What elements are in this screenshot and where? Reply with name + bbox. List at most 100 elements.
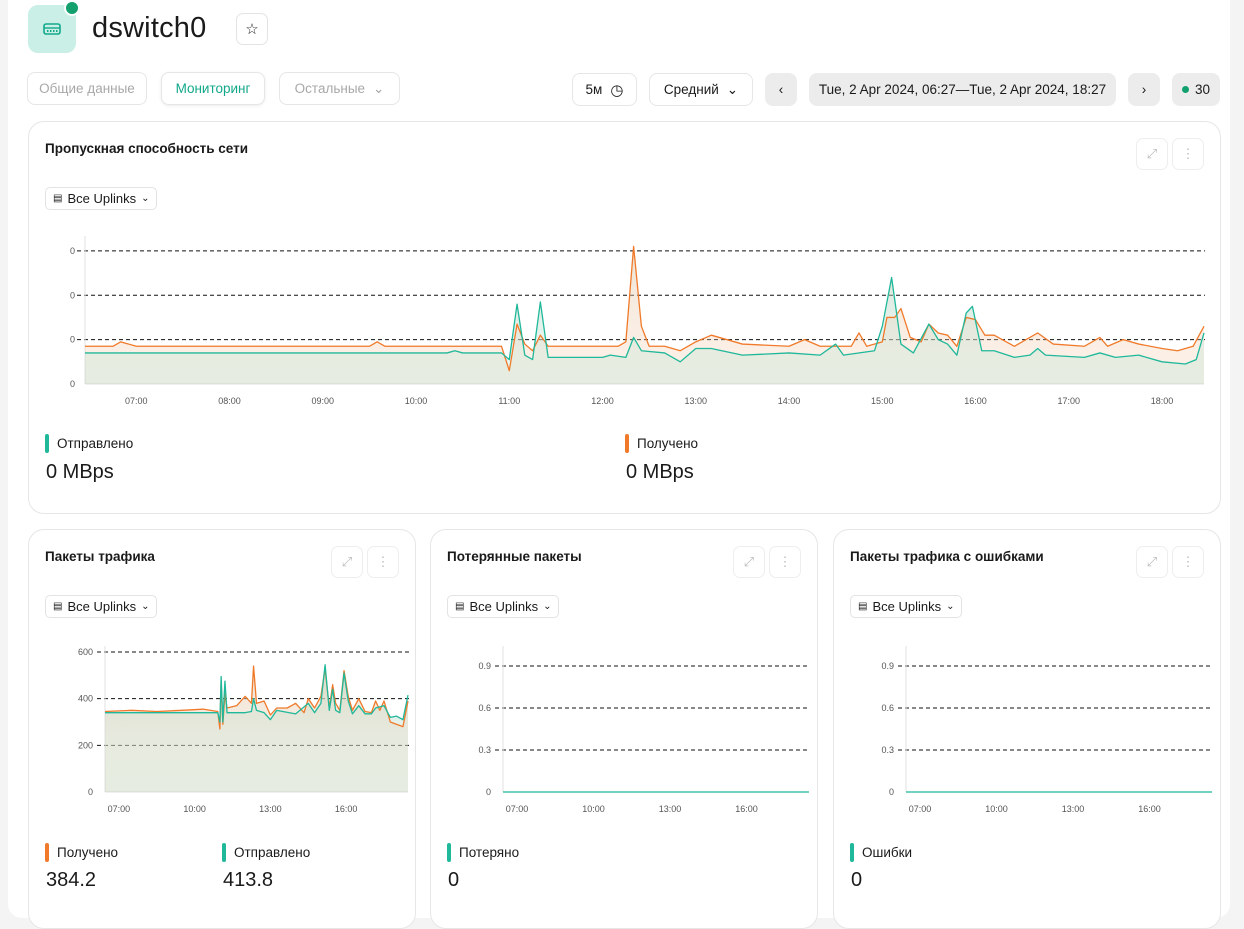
y-tick-label: 0 <box>486 787 491 797</box>
prev-range-button[interactable]: ‹ <box>765 73 797 106</box>
series-line-1 <box>105 664 409 723</box>
chevron-down-icon: ⌄ <box>141 601 150 612</box>
lost-packets-chart: 0 0.3 0.6 0.9 07:00 10:00 13:00 16:00 <box>478 646 810 814</box>
throughput-chart: 0 0 0 0 07:00 08:00 09:00 10:00 11:00 12:00 13:00 1… <box>70 236 1205 406</box>
x-tick-label: 16:00 <box>335 804 358 814</box>
legend-label: Отправлено <box>234 845 311 860</box>
favorite-button[interactable]: ☆ <box>236 13 268 45</box>
y-tick-label: 0.3 <box>478 745 491 755</box>
y-tick-label: 0.6 <box>881 703 894 713</box>
tab-label: Остальные <box>294 81 366 96</box>
legend-received: Получено <box>45 843 118 862</box>
page: dswitch0 ☆ Общие данные Мониторинг Остал… <box>8 0 1230 929</box>
errors-value: 0 <box>851 869 863 891</box>
received-value: 0 MBps <box>626 461 694 483</box>
date-range-label: Tue, 2 Apr 2024, 06:27—Tue, 2 Apr 2024, … <box>818 82 1107 97</box>
uplink-icon: ▤ <box>455 601 465 612</box>
more-button[interactable]: ⋮ <box>1172 546 1204 578</box>
filter-label: Все Uplinks <box>67 191 137 206</box>
x-tick-label: 16:00 <box>735 804 758 814</box>
legend-label: Потеряно <box>459 845 520 860</box>
tab-label: Мониторинг <box>175 81 251 96</box>
expand-button[interactable]: ⤢ <box>1136 546 1168 578</box>
legend-label: Ошибки <box>862 845 913 860</box>
x-tick-label: 13:00 <box>659 804 682 814</box>
chevron-down-icon: ⌄ <box>946 601 955 612</box>
x-tick-label: 13:00 <box>259 804 282 814</box>
panel-title: Пакеты трафика с ошибками <box>850 549 1044 564</box>
more-button[interactable]: ⋮ <box>367 546 399 578</box>
x-tick-label: 11:00 <box>498 396 520 406</box>
tab-general[interactable]: Общие данные <box>27 72 147 105</box>
uplinks-filter[interactable]: ▤ Все Uplinks ⌄ <box>45 595 158 618</box>
x-tick-label: 07:00 <box>125 396 148 406</box>
expand-icon: ⤢ <box>341 554 353 569</box>
series-gradient-1 <box>105 664 408 792</box>
legend-sent: Отправлено <box>222 843 310 862</box>
expand-button[interactable]: ⤢ <box>1136 138 1168 170</box>
uplinks-filter[interactable]: ▤ Все Uplinks ⌄ <box>850 595 963 618</box>
interval-label: 5м <box>585 82 603 97</box>
y-tick-label: 0 <box>70 379 75 389</box>
more-vertical-icon: ⋮ <box>1181 554 1195 569</box>
lost-value: 0 <box>448 869 460 891</box>
chevron-down-icon: ⌄ <box>726 81 739 97</box>
uplink-icon: ▤ <box>53 601 63 612</box>
legend-label: Получено <box>57 845 119 860</box>
uplink-icon: ▤ <box>858 601 868 612</box>
tab-other[interactable]: Остальные ⌄ <box>279 72 400 105</box>
chevron-right-icon: › <box>1141 82 1147 97</box>
x-tick-label: 07:00 <box>506 804 529 814</box>
expand-button[interactable]: ⤢ <box>331 546 363 578</box>
legend-received: Получено <box>625 434 698 453</box>
expand-icon: ⤢ <box>743 554 755 569</box>
y-tick-label: 0.6 <box>478 703 491 713</box>
chevron-down-icon: ⌄ <box>373 80 385 96</box>
expand-icon: ⤢ <box>1146 146 1158 161</box>
y-tick-label: 0 <box>70 335 75 345</box>
lost-packets-panel: Потерянные пакеты ⤢ ⋮ ▤ Все Uplinks ⌄ 0 0.3… <box>430 529 818 929</box>
x-tick-label: 16:00 <box>1138 804 1161 814</box>
x-tick-label: 15:00 <box>871 396 894 406</box>
network-switch-icon <box>43 23 61 35</box>
interval-button[interactable]: 5м ◷ <box>572 73 637 106</box>
chevron-left-icon: ‹ <box>778 82 784 97</box>
date-range-picker[interactable]: Tue, 2 Apr 2024, 06:27—Tue, 2 Apr 2024, … <box>809 73 1116 106</box>
panel-title: Пропускная способность сети <box>45 141 249 156</box>
refresh-button[interactable]: 30 <box>1172 73 1220 106</box>
series-line-0 <box>85 245 1205 372</box>
sent-value: 0 MBps <box>46 461 114 483</box>
legend-label: Получено <box>637 436 699 451</box>
legend-lost: Потеряно <box>447 843 519 862</box>
aggregation-select[interactable]: Средний ⌄ <box>649 73 753 106</box>
x-tick-label: 10:00 <box>582 804 605 814</box>
next-range-button[interactable]: › <box>1128 73 1160 106</box>
x-tick-label: 10:00 <box>405 396 428 406</box>
x-tick-label: 14:00 <box>778 396 801 406</box>
error-packets-panel: Пакеты трафика с ошибками ⤢ ⋮ ▤ Все Uplin… <box>833 529 1221 929</box>
x-tick-label: 17:00 <box>1058 396 1081 406</box>
y-tick-label: 0.9 <box>478 661 491 671</box>
x-tick-label: 18:00 <box>1151 396 1174 406</box>
tab-label: Общие данные <box>39 81 135 96</box>
x-tick-label: 16:00 <box>964 396 987 406</box>
status-indicator <box>64 0 80 16</box>
more-vertical-icon: ⋮ <box>376 554 390 569</box>
x-tick-label: 08:00 <box>218 396 241 406</box>
tab-monitoring[interactable]: Мониторинг <box>161 72 265 105</box>
series-gradient-1 <box>85 277 1204 384</box>
uplinks-filter[interactable]: ▤ Все Uplinks ⌄ <box>45 187 158 210</box>
uplinks-filter[interactable]: ▤ Все Uplinks ⌄ <box>447 595 560 618</box>
filter-label: Все Uplinks <box>872 599 942 614</box>
y-tick-label: 0.9 <box>881 661 894 671</box>
received-value: 384.2 <box>46 869 97 891</box>
more-vertical-icon: ⋮ <box>778 554 792 569</box>
page-title: dswitch0 <box>92 12 207 44</box>
x-tick-label: 07:00 <box>108 804 131 814</box>
star-icon: ☆ <box>245 21 259 38</box>
y-tick-label: 0 <box>889 787 894 797</box>
more-button[interactable]: ⋮ <box>769 546 801 578</box>
more-button[interactable]: ⋮ <box>1172 138 1204 170</box>
packets-panel: Пакеты трафика ⤢ ⋮ ▤ Все Uplinks ⌄ 0 200 400… <box>28 529 416 929</box>
expand-button[interactable]: ⤢ <box>733 546 765 578</box>
